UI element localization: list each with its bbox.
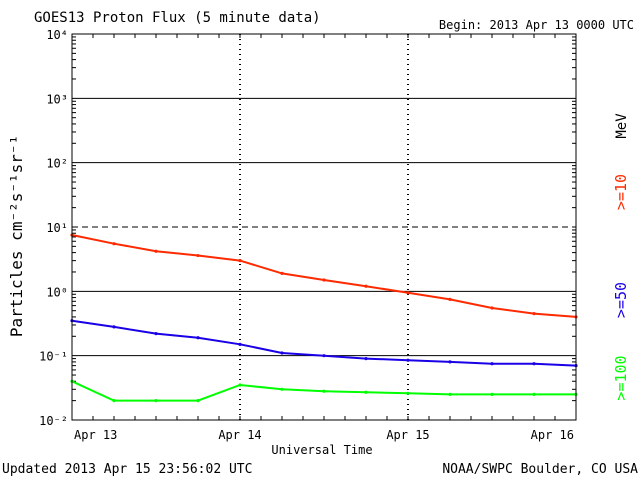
series-point — [196, 399, 200, 403]
y-tick-label: 10⁻² — [39, 414, 68, 428]
series-line — [71, 234, 577, 318]
chart-title: GOES13 Proton Flux (5 minute data) — [34, 10, 321, 26]
legend-ge10: >=10 — [612, 174, 630, 210]
y-tick-label: 10² — [46, 157, 68, 171]
series-point — [448, 392, 452, 396]
y-tick-label: 10⁰ — [46, 285, 68, 299]
series-point — [490, 306, 494, 310]
series-point — [532, 362, 536, 366]
series-point — [406, 358, 410, 362]
y-tick-label: 10¹ — [46, 221, 68, 235]
series-point — [448, 297, 452, 301]
series-point — [490, 392, 494, 396]
plot-area: 10⁻² 10⁻¹ 10⁰ 10¹ 10² 10³ 10⁴ Apr 13 Apr 14 Apr 1… — [39, 28, 578, 442]
updated-timestamp: Updated 2013 Apr 15 23:56:02 UTC — [2, 462, 252, 477]
series-point — [238, 342, 242, 346]
legend-ge100: >=100 — [612, 355, 630, 400]
series-point — [322, 278, 326, 282]
series-point — [322, 389, 326, 393]
series-point — [280, 271, 284, 276]
series-point — [532, 392, 536, 396]
legend-ge50: >=50 — [612, 282, 630, 318]
series-point — [112, 399, 116, 403]
series-point — [238, 259, 242, 263]
series-point — [154, 332, 158, 336]
series-point — [406, 291, 410, 295]
series-point — [154, 399, 158, 403]
series-point — [154, 249, 158, 253]
series-point — [364, 284, 368, 288]
series-point — [112, 325, 116, 329]
series-point — [112, 242, 116, 246]
x-tick-label: Apr 13 — [74, 428, 117, 442]
y-tick-label: 10⁴ — [46, 28, 68, 42]
x-axis-label: Universal Time — [271, 443, 372, 457]
series-point — [196, 253, 200, 258]
unit-label: MeV — [614, 113, 630, 139]
y-tick-label: 10³ — [46, 92, 68, 106]
plot-frame — [71, 33, 577, 421]
x-tick-label: Apr 14 — [218, 428, 261, 442]
series-point — [280, 387, 284, 391]
series-point — [364, 390, 368, 394]
x-tick-label: Apr 16 — [531, 428, 574, 442]
credit-label: NOAA/SWPC Boulder, CO USA — [442, 462, 638, 477]
y-tick-label: 10⁻¹ — [39, 350, 68, 364]
begin-label: Begin: 2013 Apr 13 0000 UTC — [439, 18, 634, 32]
series-point — [448, 360, 452, 364]
series-point — [364, 357, 368, 361]
series-point — [196, 336, 200, 340]
series-point — [532, 312, 536, 316]
series-line — [71, 319, 577, 367]
x-tick-label: Apr 15 — [386, 428, 429, 442]
series-point — [280, 351, 284, 355]
series-point — [490, 362, 494, 366]
y-axis-label: Particles cm⁻²s⁻¹sr⁻¹ — [7, 135, 26, 337]
series-point — [322, 354, 326, 358]
series-point — [406, 391, 410, 395]
series-point — [238, 383, 242, 387]
